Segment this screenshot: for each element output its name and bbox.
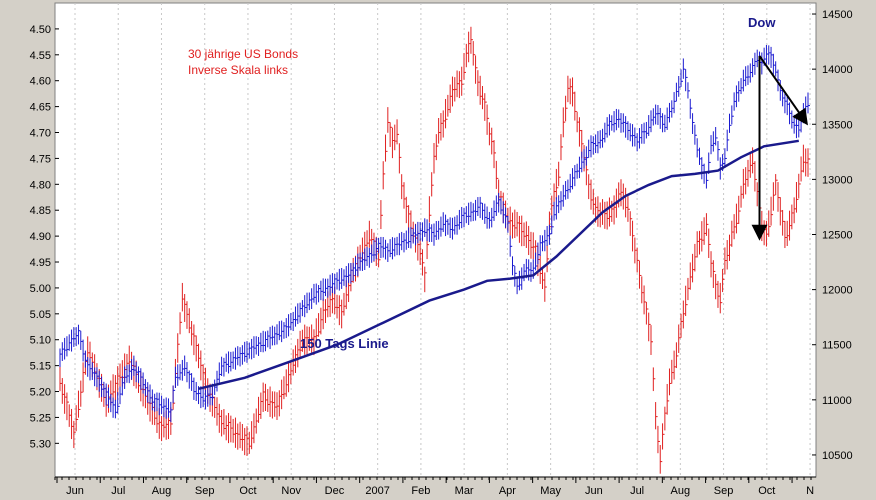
right-tick-label: 11500 — [822, 340, 852, 352]
x-tick-label: Sep — [714, 485, 734, 497]
x-tick-label: Oct — [239, 485, 256, 497]
right-tick-label: 13000 — [822, 174, 853, 186]
left-tick-label: 4.55 — [30, 50, 51, 62]
series-moving-average — [198, 139, 799, 391]
left-tick-label: 4.85 — [30, 205, 51, 217]
x-tick-label: Jul — [111, 485, 125, 497]
right-axis: 14500 14000 13500 13000 12500 12000 11500 11000… — [812, 9, 853, 462]
series-dow — [59, 44, 810, 423]
right-tick-label: 11000 — [822, 395, 852, 407]
x-tick-label: Jun — [66, 485, 84, 497]
x-tick-label: Jun — [585, 485, 603, 497]
right-tick-label: 13500 — [822, 119, 853, 131]
left-tick-label: 5.30 — [30, 438, 51, 450]
bonds-annotation-line1: 30 jährige US Bonds — [188, 47, 298, 61]
plot-area — [54, 2, 817, 478]
left-tick-label: 5.05 — [30, 309, 51, 321]
ma-annotation: 150 Tags Linie — [300, 336, 389, 351]
x-tick-label: Apr — [499, 485, 516, 497]
x-axis: Jun Jul Aug Sep Oct Nov Dec 2007 Feb Mar Apr May Jun… — [54, 476, 816, 497]
x-tick-label: Sep — [195, 485, 215, 497]
x-tick-label: N — [806, 485, 814, 497]
x-tick-label: May — [540, 485, 561, 497]
x-tick-label: Jul — [630, 485, 644, 497]
left-tick-label: 5.00 — [30, 283, 51, 295]
left-tick-label: 4.60 — [30, 76, 51, 88]
left-tick-label: 5.10 — [30, 335, 51, 347]
x-tick-label: Nov — [281, 485, 301, 497]
arrows-layer — [751, 55, 808, 241]
x-tick-label: Aug — [671, 485, 691, 497]
right-tick-label: 10500 — [822, 450, 853, 462]
left-axis: 4.50 4.55 4.60 4.65 4.70 4.75 4.80 4.85 4.90 4.95… — [30, 24, 59, 450]
left-tick-label: 4.75 — [30, 153, 51, 165]
left-tick-label: 5.20 — [30, 387, 51, 399]
bonds-annotation-line2: Inverse Skala links — [188, 63, 288, 77]
x-tick-label: Mar — [455, 485, 474, 497]
left-tick-label: 4.80 — [30, 179, 51, 191]
grid — [74, 3, 811, 477]
left-tick-label: 4.65 — [30, 102, 51, 114]
right-tick-label: 12500 — [822, 229, 853, 241]
left-tick-label: 4.70 — [30, 128, 51, 140]
left-tick-label: 4.50 — [30, 24, 51, 36]
left-tick-label: 5.15 — [30, 361, 51, 373]
right-tick-label: 12000 — [822, 285, 853, 297]
x-tick-label: Dec — [325, 485, 345, 497]
series-layer — [59, 26, 810, 474]
right-tick-label: 14500 — [822, 9, 853, 21]
left-tick-label: 4.95 — [30, 257, 51, 269]
right-tick-label: 14000 — [822, 64, 853, 76]
annotation-arrow — [758, 55, 808, 126]
x-tick-label: Oct — [758, 485, 775, 497]
left-tick-label: 4.90 — [30, 231, 51, 243]
x-tick-label: 2007 — [365, 485, 389, 497]
dow-annotation: Dow — [748, 15, 776, 30]
x-tick-label: Aug — [152, 485, 172, 497]
x-tick-label: Feb — [411, 485, 430, 497]
left-tick-label: 5.25 — [30, 412, 51, 424]
